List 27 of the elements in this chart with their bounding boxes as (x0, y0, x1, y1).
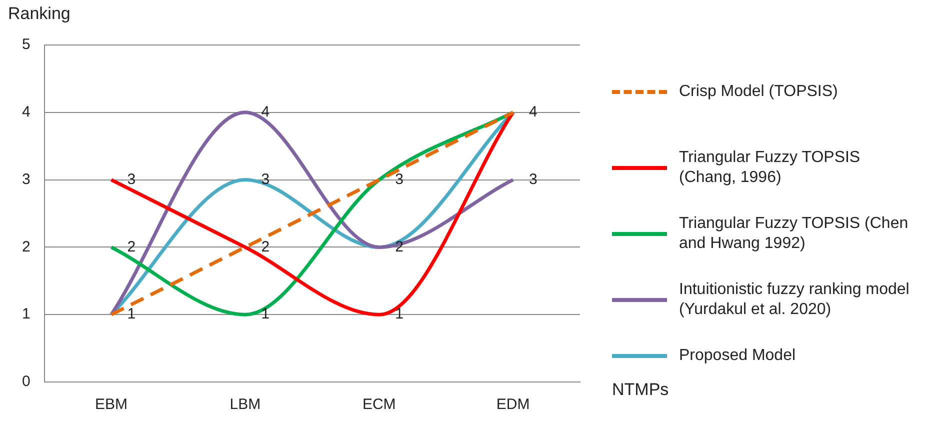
data-label: 2 (261, 238, 270, 256)
y-tick-label: 3 (22, 170, 30, 188)
data-label: 1 (261, 306, 270, 323)
legend-label: Intuitionistic fuzzy ranking model (Yurdakul et al. 2020) (679, 280, 910, 320)
legend-label: Proposed Model (679, 346, 797, 366)
legend-label: Crisp Model (TOPSIS) (679, 82, 839, 102)
x-tick-label: ECM (362, 396, 396, 414)
data-label: 1 (395, 306, 404, 323)
data-label: 1 (127, 306, 136, 323)
y-tick-label: 5 (22, 36, 30, 54)
data-label: 3 (395, 170, 404, 188)
x-tick-label: EBM (95, 396, 128, 414)
data-label: 2 (127, 238, 136, 256)
y-tick-label: 1 (22, 306, 30, 323)
legend-label: Triangular Fuzzy TOPSIS (Chen and Hwang 1992) (679, 214, 910, 254)
y-axis-title: Ranking (8, 4, 70, 24)
data-label: 4 (529, 104, 538, 121)
x-tick-label: EDM (496, 396, 530, 414)
y-tick-label: 2 (22, 238, 30, 256)
x-tick-label: LBM (230, 396, 261, 414)
y-tick-label: 4 (22, 104, 30, 121)
y-tick-label: 0 (22, 373, 30, 390)
x-axis-title: NTMPs (612, 380, 669, 400)
data-label: 4 (261, 104, 270, 121)
data-label: 3 (529, 170, 538, 188)
legend-label: Triangular Fuzzy TOPSIS (Chang, 1996) (679, 148, 862, 188)
data-label: 3 (127, 170, 136, 188)
